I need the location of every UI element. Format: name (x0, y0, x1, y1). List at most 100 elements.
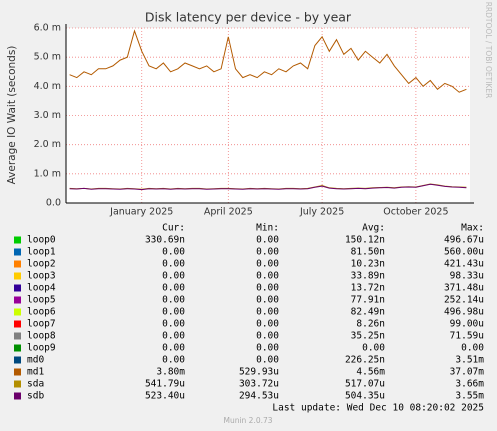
legend-name: loop8 (27, 331, 56, 342)
legend-cell: 10.23n (351, 259, 385, 270)
legend-name: loop5 (27, 295, 56, 306)
legend-cell: 98.33u (450, 271, 484, 282)
legend-cell: 3.80m (156, 367, 185, 378)
legend-cell: 0.00 (256, 319, 279, 330)
legend-cell: 0.00 (256, 247, 279, 258)
legend-cell: 0.00 (162, 343, 185, 354)
legend-cell: 0.00 (256, 295, 279, 306)
legend-cell: 421.43u (444, 259, 484, 270)
legend-cell: 0.00 (162, 283, 185, 294)
legend-swatch (14, 380, 21, 388)
legend-cell: 71.59u (450, 331, 484, 342)
legend-swatch (14, 368, 21, 376)
legend-cell: 504.35u (345, 391, 385, 402)
legend-cell: 523.40u (145, 391, 185, 402)
legend-header: Avg: (362, 223, 385, 234)
legend-name: loop1 (27, 247, 56, 258)
legend-cell: 0.00 (256, 343, 279, 354)
legend-name: loop2 (27, 259, 56, 270)
legend-cell: 0.00 (256, 283, 279, 294)
legend-cell: 82.49n (351, 307, 385, 318)
legend-cell: 496.67u (444, 235, 484, 246)
y-tick-label: 5.0 m (34, 52, 61, 63)
legend-cell: 37.07m (450, 367, 485, 378)
series-line (69, 29, 467, 93)
y-tick-label: 1.0 m (34, 168, 61, 179)
legend-swatch (14, 332, 21, 340)
legend-swatch (14, 296, 21, 304)
legend-swatch (14, 248, 21, 256)
legend-swatch (14, 308, 21, 316)
legend-cell: 294.53u (239, 391, 279, 402)
legend-cell: 150.12n (345, 235, 385, 246)
legend-cell: 81.50n (351, 247, 385, 258)
legend-name: sda (27, 379, 44, 390)
legend-cell: 0.00 (256, 259, 279, 270)
x-tick-label: January 2025 (109, 207, 173, 218)
x-tick-label: April 2025 (204, 207, 253, 218)
y-tick-label: 2.0 m (34, 139, 61, 150)
x-tick-label: July 2025 (299, 207, 344, 218)
legend-cell: 0.00 (162, 355, 185, 366)
legend-cell: 0.00 (162, 319, 185, 330)
x-tick-label: October 2025 (383, 207, 448, 218)
legend-cell: 13.72n (351, 283, 385, 294)
legend-name: loop3 (27, 271, 56, 282)
legend-cell: 0.00 (256, 235, 279, 246)
legend-cell: 99.00u (450, 319, 484, 330)
legend-swatch (14, 272, 21, 280)
legend-name: loop9 (27, 343, 56, 354)
legend-swatch (14, 344, 21, 352)
legend-swatch (14, 260, 21, 268)
legend-cell: 303.72u (239, 379, 279, 390)
legend-cell: 371.48u (444, 283, 484, 294)
legend-cell: 541.79u (145, 379, 185, 390)
legend-swatch (14, 320, 21, 328)
legend-cell: 330.69n (145, 235, 185, 246)
version: Munin 2.0.73 (223, 416, 272, 425)
legend-header: Cur: (162, 223, 185, 234)
legend-swatch (14, 356, 21, 364)
legend-swatch (14, 284, 21, 292)
legend-name: loop6 (27, 307, 56, 318)
legend-name: loop0 (27, 235, 56, 246)
legend-cell: 0.00 (162, 271, 185, 282)
chart-title: Disk latency per device - by year (145, 10, 352, 25)
legend-header: Min: (256, 223, 279, 234)
legend-cell: 0.00 (162, 307, 185, 318)
legend-cell: 226.25n (345, 355, 385, 366)
legend-name: md0 (27, 355, 44, 366)
y-axis-label: Average IO Wait (seconds) (6, 46, 18, 185)
legend-cell: 3.51m (455, 355, 484, 366)
legend-cell: 8.26n (356, 319, 385, 330)
legend-swatch (14, 392, 21, 400)
last-update: Last update: Wed Dec 10 08:20:02 2025 (272, 403, 484, 414)
legend-cell: 4.56m (356, 367, 385, 378)
legend-cell: 0.00 (256, 331, 279, 342)
legend-name: sdb (27, 391, 44, 402)
legend-cell: 0.00 (256, 271, 279, 282)
legend-cell: 0.00 (162, 247, 185, 258)
legend-cell: 0.00 (362, 343, 385, 354)
legend-cell: 496.98u (444, 307, 484, 318)
legend-cell: 3.55m (455, 391, 484, 402)
y-tick-label: 6.0 m (34, 23, 61, 34)
legend-cell: 33.89n (351, 271, 385, 282)
side-text: RRDTOOL / TOBI OETIKER (484, 2, 493, 99)
y-tick-label: 4.0 m (34, 81, 61, 92)
legend-cell: 0.00 (256, 355, 279, 366)
legend-name: loop7 (27, 319, 56, 330)
legend-cell: 529.93u (239, 367, 279, 378)
legend-cell: 560.00u (444, 247, 484, 258)
legend-name: loop4 (27, 283, 56, 294)
legend-cell: 3.66m (455, 379, 484, 390)
legend-cell: 35.25n (351, 331, 385, 342)
legend-cell: 0.00 (162, 259, 185, 270)
legend-cell: 252.14u (444, 295, 484, 306)
y-tick-label: 0.0 (46, 198, 61, 209)
legend-cell: 0.00 (461, 343, 484, 354)
y-tick-label: 3.0 m (34, 110, 61, 121)
series-line (69, 183, 467, 191)
legend-header: Max: (461, 223, 484, 234)
